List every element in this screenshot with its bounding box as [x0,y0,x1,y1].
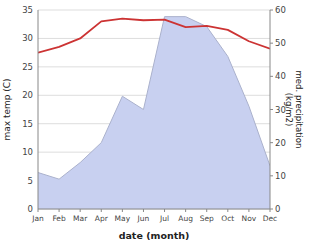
x-tick-label: Jun [137,214,150,223]
x-tick [206,209,207,212]
label-line: med. precipitation [294,71,304,149]
x-tick [185,209,186,212]
x-tick-label: Mar [73,214,88,223]
area-line [38,17,270,180]
label-line: (kg/m2) [284,93,294,127]
x-tick-label: Jul [159,214,169,223]
x-tick [80,209,81,212]
x-tick [122,209,123,212]
area [38,17,270,209]
x-tick-label: Dec [263,214,278,223]
y2-tick-label: 10 [275,171,286,181]
x-axis-label: date (month) [119,230,190,241]
x-tick [270,209,271,212]
x-tick-label: Sep [200,214,214,223]
y2-axis-label: med. precipitation(kg/m2) [284,71,304,149]
grid-line [38,38,270,39]
line [38,19,270,53]
y-tick-label: 5 [28,176,33,186]
y2-tick-label: 20 [275,138,286,148]
x-tick-label: Feb [52,214,66,223]
x-tick-label: Aug [178,214,193,223]
y-axis-label: max temp (C) [2,78,12,140]
plot-area [38,17,270,209]
y-tick-label: 20 [22,90,33,100]
x-tick [38,209,39,212]
y2-tick-label: 0 [275,204,280,214]
y-tick-label: 35 [22,5,33,15]
grid-line [38,10,270,11]
y2-axis [270,10,271,209]
x-tick [164,209,165,212]
x-axis [38,209,270,210]
grid-line [38,209,270,210]
y-tick-label: 0 [28,204,33,214]
y-tick-label: 30 [22,33,33,43]
x-tick [143,209,144,212]
x-tick-label: May [115,214,131,223]
x-tick-label: Jan [31,214,44,223]
x-tick-label: Nov [242,214,257,223]
y2-tick-label: 60 [275,5,286,15]
grid [38,10,270,209]
y-tick-label: 15 [22,119,33,129]
x-tick-label: Oct [221,214,234,223]
y-tick-label: 25 [22,62,33,72]
chart: 051015202530350102030405060JanFebMarAprM… [0,0,318,247]
x-tick [59,209,60,212]
y-axis [38,10,39,209]
y-tick-label: 10 [22,147,33,157]
x-tick-label: Apr [95,214,109,223]
x-tick [101,209,102,212]
x-tick [227,209,228,212]
y2-tick-label: 50 [275,38,286,48]
y2-tick-label: 40 [275,71,286,81]
x-tick [248,209,249,212]
